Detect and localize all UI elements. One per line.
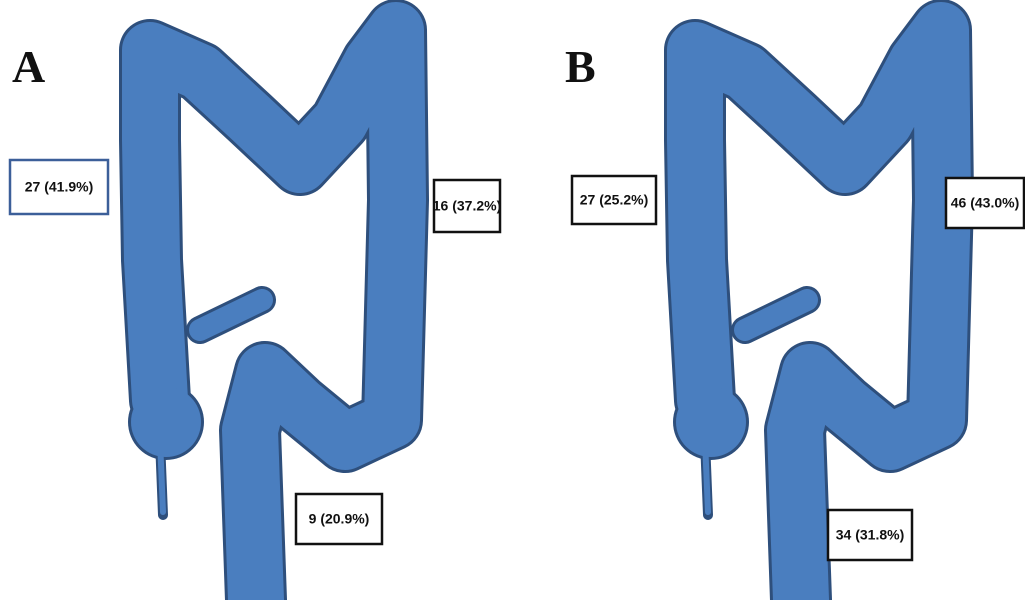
region-label: 16 (37.2%) [433, 198, 501, 214]
region-label: 46 (43.0%) [951, 195, 1019, 211]
region-label: 27 (41.9%) [25, 179, 93, 195]
panel-letter: B [565, 41, 596, 92]
region-label: 34 (31.8%) [836, 527, 904, 543]
panel-a: A 27 (41.9%) 16 (37.2%) 9 (20.9%) [10, 30, 501, 600]
region-label: 27 (25.2%) [580, 192, 648, 208]
panel-letter: A [12, 41, 45, 92]
panel-b: B 27 (25.2%) 46 (43.0%) 34 (31.8%) [565, 30, 1024, 600]
region-label: 9 (20.9%) [309, 511, 370, 527]
figure: A 27 (41.9%) 16 (37.2%) 9 (20.9%) B 27 (… [0, 0, 1025, 600]
